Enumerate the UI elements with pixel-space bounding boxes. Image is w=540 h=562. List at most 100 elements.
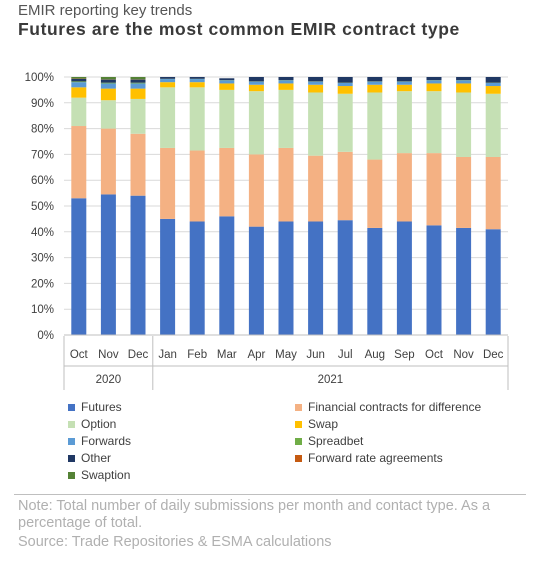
legend-item: Financial contracts for difference [295, 400, 481, 414]
bar-segment-option [456, 92, 472, 157]
legend-item: Forwards [68, 434, 131, 448]
y-tick-label: 90% [31, 98, 54, 110]
bar-segment-futures [485, 229, 501, 335]
legend-item: Swap [295, 417, 338, 431]
bar-segment-forwards [308, 81, 324, 85]
bar-segment-futures [248, 226, 264, 335]
legend-swatch [295, 403, 302, 411]
bar-segment-financial-contracts-for-difference [396, 153, 412, 222]
bar-segment-swap [189, 82, 205, 88]
bar-segment-financial-contracts-for-difference [456, 156, 472, 228]
bar-segment-forwards [426, 80, 442, 84]
legend-label: Spreadbet [308, 434, 364, 448]
bar-segment-other [308, 77, 324, 82]
chart-source: Source: Trade Repositories & ESMA calcul… [18, 534, 332, 550]
bar-segment-forwards [100, 83, 116, 89]
bar-segment-swap [337, 86, 353, 94]
bar-segment-swap [396, 84, 412, 92]
bar-segment-spreadbet [130, 82, 146, 84]
bar-segment-financial-contracts-for-difference [100, 128, 116, 195]
y-tick-label: 20% [31, 278, 54, 290]
x-tick-label: Dec [128, 349, 149, 361]
legend-label: Futures [81, 400, 122, 414]
bar-segment-financial-contracts-for-difference [219, 147, 235, 217]
chart-title: Futures are the most common EMIR contrac… [18, 19, 460, 39]
bar-segment-option [189, 87, 205, 151]
bar-segment-financial-contracts-for-difference [278, 147, 294, 222]
y-tick-label: 80% [31, 124, 54, 136]
bar-segment-forwards [248, 81, 264, 85]
legend-label: Swap [308, 417, 339, 431]
bar-segment-option [426, 91, 442, 154]
bar-segment-swap [219, 83, 235, 90]
chart-note: Note: Total number of daily submissions … [18, 498, 491, 531]
bar-segment-forwards [71, 82, 87, 88]
x-tick-label: Feb [187, 349, 207, 361]
bar-segment-option [367, 92, 383, 160]
y-tick-label: 40% [31, 227, 54, 239]
bar-segment-futures [367, 227, 383, 335]
bar-segment-forwards [456, 80, 472, 84]
bar-segment-swaption [71, 77, 87, 79]
bar-segment-futures [100, 194, 116, 335]
y-tick-label: 0% [37, 330, 54, 342]
bar-segment-financial-contracts-for-difference [367, 159, 383, 228]
y-tick-label: 70% [31, 149, 54, 161]
x-tick-label: May [275, 349, 297, 361]
x-tick-label: Aug [365, 349, 385, 361]
bar-segment-option [160, 87, 176, 148]
bar-segment-other [219, 78, 235, 81]
y-tick-label: 100% [25, 72, 54, 84]
legend-item: Swaption [68, 468, 130, 482]
x-tick-label: Jun [306, 349, 325, 361]
bar-segment-other [485, 77, 501, 83]
bar-segment-futures [278, 221, 294, 335]
bar-segment-financial-contracts-for-difference [160, 147, 176, 219]
legend-swatch [68, 471, 75, 479]
bar-segment-swap [100, 88, 116, 101]
legend-label: Option [81, 417, 117, 431]
bar-segment-spreadbet [100, 82, 116, 84]
x-tick-label: Nov [98, 349, 119, 361]
bar-segment-swap [456, 83, 472, 93]
bar-segment-other [130, 79, 146, 83]
legend-swatch [68, 403, 75, 411]
bar-segment-futures [160, 218, 176, 335]
bar-segment-futures [189, 221, 205, 335]
bar-segment-other [456, 77, 472, 81]
bar-segment-other [278, 77, 294, 81]
x-tick-label: Oct [70, 349, 89, 361]
legend-swatch [68, 420, 75, 428]
bar-segment-futures [308, 221, 324, 335]
x-tick-label: Dec [483, 349, 504, 361]
bar-segment-forwards [189, 79, 205, 83]
bar-segment-forwards [396, 81, 412, 85]
bar-segment-other [337, 77, 353, 83]
chart-kicker: EMIR reporting key trends [18, 2, 193, 19]
legend-swatch [68, 437, 75, 445]
bar-segment-financial-contracts-for-difference [71, 126, 87, 199]
legend-swatch [295, 437, 302, 445]
bar-segment-financial-contracts-for-difference [426, 153, 442, 226]
bar-segment-swap [485, 86, 501, 94]
legend-label: Swaption [81, 468, 131, 482]
bar-segment-option [396, 91, 412, 154]
bar-segment-futures [456, 227, 472, 335]
y-tick-label: 50% [31, 201, 54, 213]
bar-segment-forwards [130, 83, 146, 89]
bar-segment-futures [396, 221, 412, 335]
legend-label: Other [81, 451, 112, 465]
legend-swatch [295, 420, 302, 428]
legend-item: Forward rate agreements [295, 451, 443, 465]
bar-segment-other [426, 77, 442, 81]
bar-segment-swap [71, 87, 87, 98]
legend-label: Forwards [81, 434, 132, 448]
bar-segment-option [278, 89, 294, 148]
legend-item: Other [68, 451, 111, 465]
bar-segment-futures [219, 216, 235, 335]
y-tick-label: 10% [31, 304, 54, 316]
bar-segment-futures [426, 225, 442, 335]
x-tick-label: Jul [338, 349, 353, 361]
divider [14, 494, 526, 495]
year-group-label: 2020 [96, 374, 122, 386]
